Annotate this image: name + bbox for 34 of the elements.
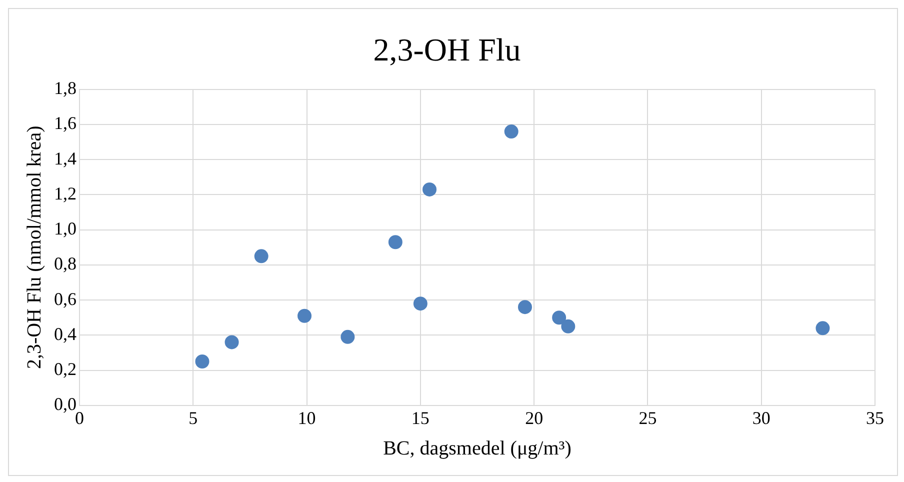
- point: [254, 249, 268, 264]
- y-tick-label: 1,6: [54, 113, 76, 134]
- chart-title: 2,3-OH Flu: [373, 32, 521, 68]
- y-axis-title: 2,3-OH Flu (nmol/mmol krea): [23, 126, 46, 370]
- x-tick-label: 30: [752, 408, 770, 428]
- y-tick-label: 1,2: [54, 183, 76, 204]
- point: [518, 300, 532, 314]
- y-tick-label: 0,4: [54, 324, 76, 344]
- x-tick-label: 10: [298, 408, 316, 428]
- point: [340, 330, 355, 344]
- y-tick-label: 1,8: [54, 78, 76, 98]
- x-axis-title: BC, dagsmedel (μg/m³): [383, 437, 572, 460]
- point: [388, 235, 402, 250]
- point: [504, 124, 518, 139]
- y-tick-label: 1,4: [54, 148, 76, 168]
- x-tick-label: 20: [525, 408, 544, 428]
- y-tick-label: 0,2: [54, 359, 76, 380]
- x-tick-label: 15: [411, 408, 430, 428]
- point: [561, 319, 576, 334]
- y-tick-label: 0,0: [54, 394, 76, 414]
- x-tick-label: 5: [188, 408, 198, 428]
- x-tick-label: 35: [866, 408, 884, 428]
- point: [816, 321, 830, 336]
- x-tick-label: 25: [638, 408, 657, 428]
- point: [422, 182, 437, 196]
- y-tick-label: 0,8: [54, 254, 76, 274]
- point: [298, 308, 312, 323]
- point: [195, 354, 210, 369]
- point: [552, 310, 566, 325]
- point: [224, 335, 239, 350]
- x-tick-label: 0: [75, 408, 84, 428]
- point: [413, 296, 428, 311]
- y-tick-label: 0,6: [54, 288, 76, 309]
- y-tick-label: 1,0: [54, 218, 76, 239]
